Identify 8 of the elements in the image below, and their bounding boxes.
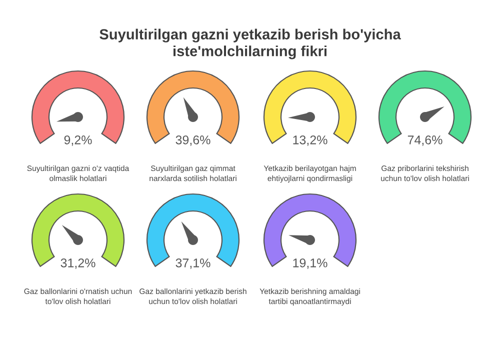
data-label: 39,6%	[176, 136, 210, 146]
text: Suyultirilgan gazni yetkazib berish bo'yicha iste'molchilarning fikri	[100, 28, 401, 60]
data-label: 74,6%	[408, 136, 442, 146]
data-label: 37,1%	[176, 258, 210, 269]
data-label: 31,2%	[60, 258, 96, 269]
data-label: 9,2%	[64, 136, 92, 146]
data-label: 13,2%	[293, 136, 328, 146]
data-label: 19,1%	[293, 258, 328, 269]
